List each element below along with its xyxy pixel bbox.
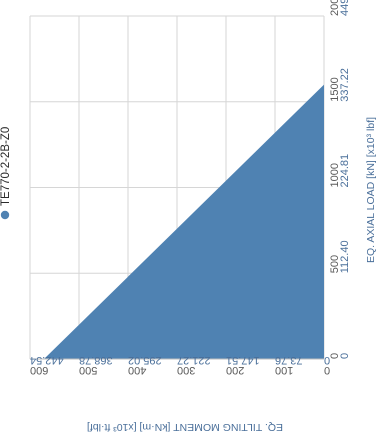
moment-tick-primary: 600 bbox=[30, 364, 48, 376]
load-tick-0: 00 bbox=[329, 353, 351, 359]
load-tick-secondary: 112.40 bbox=[339, 240, 351, 273]
series-area bbox=[44, 84, 324, 359]
load-tick-primary: 0 bbox=[329, 353, 341, 359]
load-tick-4: 2000449.62 bbox=[329, 0, 351, 16]
load-tick-primary: 1000 bbox=[329, 163, 341, 187]
moment-tick-secondary: 442.54 bbox=[30, 354, 64, 366]
legend-marker bbox=[0, 210, 10, 220]
load-tick-secondary: 449.62 bbox=[339, 0, 351, 16]
x-axis-label: EQ. AXIAL LOAD [kN] [x10³ lbf] bbox=[365, 117, 377, 263]
moment-tick-primary: 300 bbox=[177, 364, 195, 376]
moment-tick-primary: 500 bbox=[79, 364, 97, 376]
load-tick-secondary: 337.22 bbox=[339, 68, 351, 102]
moment-tick-primary: 200 bbox=[226, 364, 244, 376]
load-tick-secondary: 0 bbox=[339, 353, 351, 359]
moment-tick-secondary: 221.27 bbox=[177, 354, 211, 366]
moment-tick-secondary: 0 bbox=[324, 354, 330, 366]
tick-labels: 0010073.76200147.51300221.27400295.02500… bbox=[30, 0, 351, 376]
moment-tick-secondary: 73.76 bbox=[275, 354, 303, 366]
moment-tick-secondary: 368.78 bbox=[79, 354, 113, 366]
moment-tick-secondary: 147.51 bbox=[226, 354, 260, 366]
moment-tick-primary: 400 bbox=[128, 364, 146, 376]
moment-tick-0: 00 bbox=[324, 354, 330, 376]
load-tick-primary: 1500 bbox=[329, 77, 341, 101]
load-tick-secondary: 224.81 bbox=[339, 154, 351, 188]
moment-tick-primary: 100 bbox=[275, 364, 293, 376]
moment-tick-secondary: 295.02 bbox=[128, 354, 162, 366]
y-axis-label: EQ. TILTING MOMENT [kN·m] [x10³ ft·lbf] bbox=[87, 421, 283, 433]
legend: TE770-2-2B-Z0 bbox=[0, 127, 12, 220]
moment-tick-primary: 0 bbox=[324, 364, 330, 376]
legend-label: TE770-2-2B-Z0 bbox=[0, 127, 12, 206]
load-tick-primary: 500 bbox=[329, 255, 341, 273]
load-tick-primary: 2000 bbox=[329, 0, 341, 16]
